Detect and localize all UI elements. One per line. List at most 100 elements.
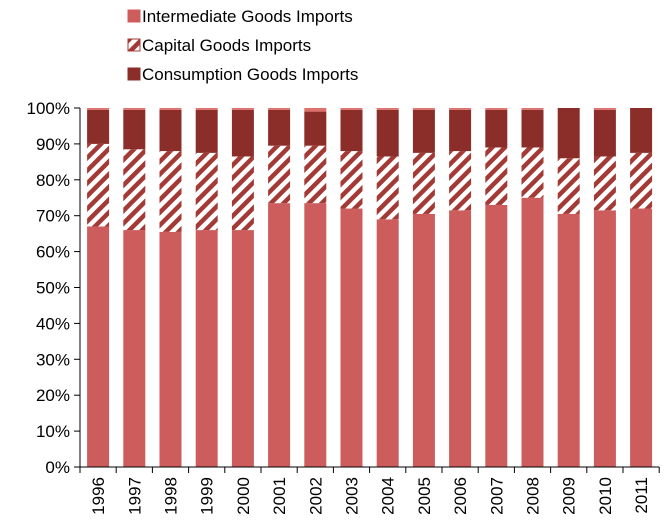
x-tick-label: 1999 xyxy=(198,477,217,515)
bar-intermediate-goods-imports-2001 xyxy=(268,203,291,467)
x-tick-label: 2011 xyxy=(632,477,651,514)
bars-group xyxy=(87,108,653,467)
y-tick-label: 100% xyxy=(27,99,70,118)
bar-consumption-goods-imports-1998 xyxy=(159,109,182,152)
legend-swatch xyxy=(127,38,141,52)
bar-remainder-2007 xyxy=(485,108,508,110)
bar-capital-goods-imports-2005 xyxy=(412,152,435,214)
bar-remainder-2005 xyxy=(412,108,435,110)
bar-remainder-2010 xyxy=(593,108,616,110)
bar-intermediate-goods-imports-2003 xyxy=(340,208,363,467)
x-tick-label: 2005 xyxy=(415,477,434,515)
x-tick-label: 2006 xyxy=(451,477,470,515)
bar-intermediate-goods-imports-1996 xyxy=(87,226,110,467)
legend-label: Capital Goods Imports xyxy=(142,36,311,55)
y-tick-label: 50% xyxy=(36,279,70,298)
bar-intermediate-goods-imports-2002 xyxy=(304,203,327,467)
bar-capital-goods-imports-2001 xyxy=(268,145,291,204)
bar-intermediate-goods-imports-2009 xyxy=(557,213,580,467)
y-tick-label: 30% xyxy=(36,350,70,369)
bar-intermediate-goods-imports-2006 xyxy=(449,210,472,467)
y-tick-label: 10% xyxy=(36,422,70,441)
bar-capital-goods-imports-1999 xyxy=(195,152,218,231)
bar-consumption-goods-imports-1996 xyxy=(87,109,110,144)
bar-consumption-goods-imports-2000 xyxy=(231,109,254,157)
bar-consumption-goods-imports-2005 xyxy=(412,109,435,153)
bar-consumption-goods-imports-2007 xyxy=(485,109,508,148)
bar-remainder-2008 xyxy=(521,108,544,110)
bar-remainder-2004 xyxy=(376,108,399,110)
bar-intermediate-goods-imports-2000 xyxy=(231,230,254,467)
bar-capital-goods-imports-2006 xyxy=(449,151,472,211)
bar-capital-goods-imports-2003 xyxy=(340,151,363,209)
axes-group: 1996 1997 1998 1999 2000 2001 2002 2003 2004 2005… xyxy=(27,99,660,515)
bar-consumption-goods-imports-2010 xyxy=(593,109,616,157)
bar-consumption-goods-imports-2006 xyxy=(449,109,472,152)
x-tick-label: 2000 xyxy=(234,477,253,515)
y-tick-label: 0% xyxy=(45,458,70,477)
bar-consumption-goods-imports-2011 xyxy=(630,108,653,153)
y-tick-label: 90% xyxy=(36,135,70,154)
bar-capital-goods-imports-2009 xyxy=(557,158,580,214)
bar-consumption-goods-imports-2001 xyxy=(268,109,291,146)
bar-intermediate-goods-imports-2008 xyxy=(521,197,544,467)
bar-intermediate-goods-imports-2004 xyxy=(376,219,399,467)
legend-label: Consumption Goods Imports xyxy=(142,65,358,84)
bar-consumption-goods-imports-2008 xyxy=(521,109,544,148)
bar-remainder-1997 xyxy=(123,108,146,110)
x-tick-label: 1996 xyxy=(89,477,108,515)
bar-remainder-2002 xyxy=(304,108,327,112)
bar-capital-goods-imports-2008 xyxy=(521,147,544,198)
x-tick-label: 2010 xyxy=(596,477,615,515)
legend-swatch xyxy=(127,9,141,23)
bar-intermediate-goods-imports-2010 xyxy=(593,210,616,467)
bar-consumption-goods-imports-2009 xyxy=(557,108,580,159)
bar-capital-goods-imports-2004 xyxy=(376,156,399,220)
legend-item-consumption-goods-imports: Consumption Goods Imports xyxy=(127,65,358,84)
bar-intermediate-goods-imports-1998 xyxy=(159,231,182,467)
bar-remainder-2006 xyxy=(449,108,472,110)
x-tick-label: 1998 xyxy=(162,477,181,515)
legend: Intermediate Goods Imports Capital Goods … xyxy=(127,7,358,84)
legend-label: Intermediate Goods Imports xyxy=(142,7,353,26)
bar-capital-goods-imports-2011 xyxy=(630,152,653,209)
legend-swatch xyxy=(127,67,141,81)
bar-capital-goods-imports-1998 xyxy=(159,151,182,232)
bar-consumption-goods-imports-2002 xyxy=(304,111,327,146)
legend-item-capital-goods-imports: Capital Goods Imports xyxy=(127,36,311,55)
bar-capital-goods-imports-2000 xyxy=(231,156,254,231)
bar-intermediate-goods-imports-2005 xyxy=(412,213,435,467)
bar-remainder-1996 xyxy=(87,108,110,110)
y-tick-label: 60% xyxy=(36,243,70,262)
bar-capital-goods-imports-2010 xyxy=(593,156,616,211)
x-tick-label: 2002 xyxy=(306,477,325,515)
x-tick-label: 2001 xyxy=(270,477,289,515)
bar-consumption-goods-imports-1997 xyxy=(123,109,146,150)
x-tick-label: 2003 xyxy=(343,477,362,515)
x-tick-label: 2009 xyxy=(560,477,579,515)
y-tick-label: 70% xyxy=(36,207,70,226)
bar-remainder-1998 xyxy=(159,108,182,110)
bar-intermediate-goods-imports-2011 xyxy=(630,208,653,467)
bar-consumption-goods-imports-2004 xyxy=(376,109,399,157)
y-tick-label: 20% xyxy=(36,386,70,405)
x-tick-label: 2007 xyxy=(487,477,506,515)
bar-capital-goods-imports-1997 xyxy=(123,149,146,231)
bar-intermediate-goods-imports-1999 xyxy=(195,230,218,467)
bar-intermediate-goods-imports-1997 xyxy=(123,230,146,467)
bar-capital-goods-imports-1996 xyxy=(87,143,110,227)
y-tick-label: 40% xyxy=(36,314,70,333)
legend-item-intermediate-goods-imports: Intermediate Goods Imports xyxy=(127,7,353,26)
x-tick-label: 1997 xyxy=(125,477,144,515)
bar-remainder-2001 xyxy=(268,108,291,110)
bar-remainder-2000 xyxy=(231,108,254,110)
bar-capital-goods-imports-2007 xyxy=(485,147,508,205)
y-tick-label: 80% xyxy=(36,171,70,190)
bar-consumption-goods-imports-1999 xyxy=(195,109,218,153)
bar-intermediate-goods-imports-2007 xyxy=(485,204,508,467)
bar-remainder-2003 xyxy=(340,108,363,110)
bar-consumption-goods-imports-2003 xyxy=(340,109,363,152)
bar-remainder-1999 xyxy=(195,108,218,110)
bar-capital-goods-imports-2002 xyxy=(304,145,327,204)
